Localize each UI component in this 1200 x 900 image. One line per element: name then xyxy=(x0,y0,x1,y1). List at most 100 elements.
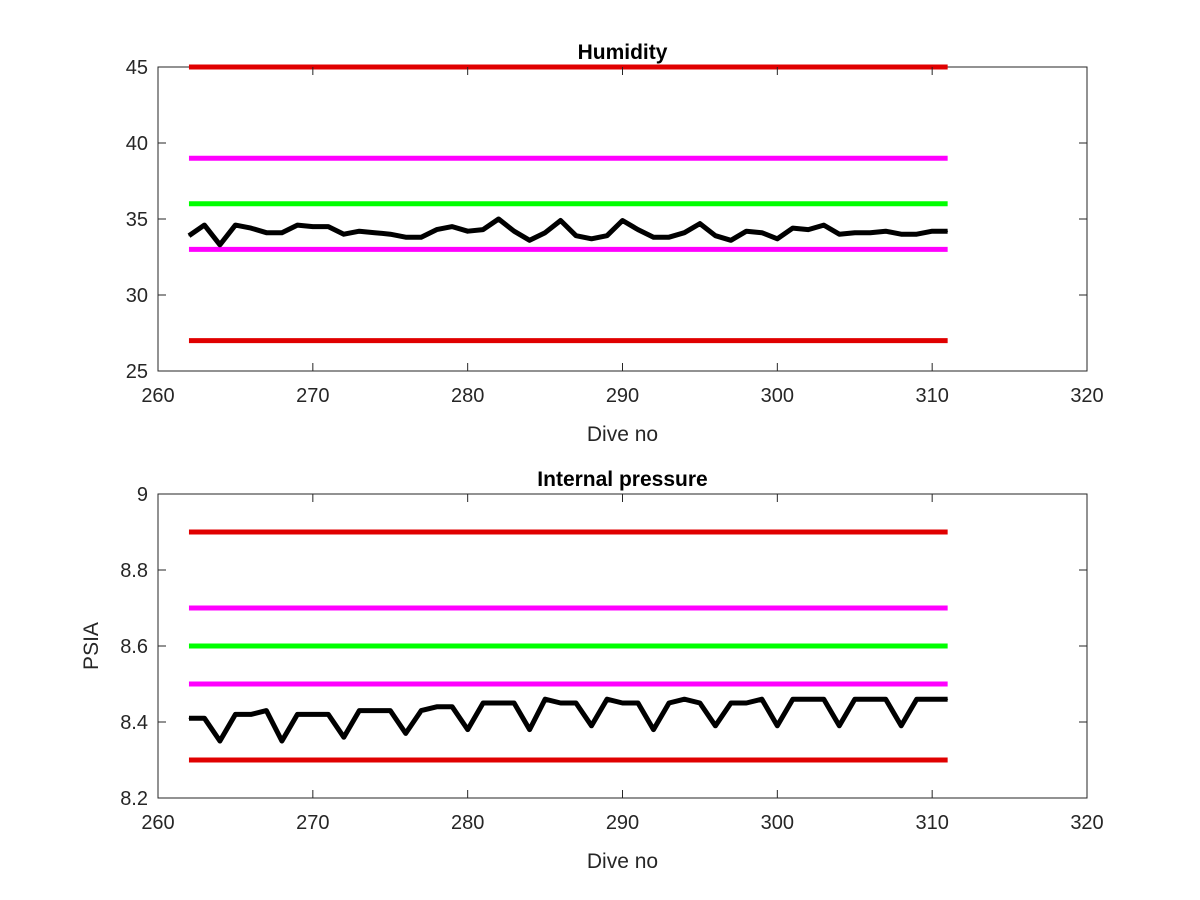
internal-pressure-data-point xyxy=(947,698,949,700)
humidity-data-point xyxy=(482,229,484,231)
humidity-data-point xyxy=(668,236,670,238)
internal-pressure-data-point xyxy=(714,725,716,727)
humidity-data-point xyxy=(761,232,763,234)
humidity-data-point xyxy=(606,235,608,237)
humidity-data-point xyxy=(281,232,283,234)
humidity-x-tick-label: 270 xyxy=(296,385,329,407)
humidity-data-point xyxy=(838,233,840,235)
internal-pressure-data-point xyxy=(823,698,825,700)
humidity-data-point xyxy=(807,229,809,231)
humidity-data-point xyxy=(947,230,949,232)
humidity-x-tick-label: 280 xyxy=(451,385,484,407)
internal-pressure-plot: 260 270 280 290 300 310 320 8.2 8.4 8.6 8.8 9 Inte… xyxy=(80,468,1104,873)
internal-pressure-data-point xyxy=(343,736,345,738)
internal-pressure-data-point xyxy=(219,740,221,742)
humidity-data-point xyxy=(714,235,716,237)
internal-pressure-x-tick-label: 300 xyxy=(761,812,794,834)
internal-pressure-data-point xyxy=(761,698,763,700)
humidity-data-point xyxy=(250,227,252,229)
humidity-plot: 260 270 280 290 300 310 320 25 30 35 40 45 Humidit… xyxy=(126,41,1104,446)
internal-pressure-y-tick-label: 8.6 xyxy=(120,636,148,658)
internal-pressure-data-point xyxy=(653,729,654,731)
internal-pressure-data-point xyxy=(869,698,871,700)
internal-pressure-data-point xyxy=(668,702,670,704)
internal-pressure-data-point xyxy=(498,702,500,704)
internal-pressure-y-axis-label: PSIA xyxy=(80,622,103,670)
humidity-data-point xyxy=(683,232,685,234)
humidity-data-point xyxy=(885,230,887,232)
internal-pressure-y-tick-label: 8.2 xyxy=(120,788,148,810)
internal-pressure-data-point xyxy=(389,710,391,712)
humidity-x-tick-label: 300 xyxy=(761,385,794,407)
internal-pressure-series xyxy=(188,696,949,744)
internal-pressure-data-point xyxy=(560,702,562,704)
humidity-data-point xyxy=(312,226,314,228)
internal-pressure-data-point xyxy=(265,710,267,712)
humidity-reference-lines xyxy=(188,64,948,344)
internal-pressure-data-point xyxy=(327,713,329,715)
humidity-x-tick-label: 260 xyxy=(141,385,174,407)
humidity-data-point xyxy=(374,232,376,234)
humidity-data-point xyxy=(203,224,205,226)
internal-pressure-y-ticks: 8.2 8.4 8.6 8.8 9 xyxy=(120,484,1087,810)
humidity-data-point xyxy=(745,230,747,232)
humidity-y-tick-label: 45 xyxy=(126,57,148,79)
internal-pressure-title: Internal pressure xyxy=(537,468,707,491)
humidity-series xyxy=(187,216,949,248)
internal-pressure-data-point xyxy=(420,710,422,712)
humidity-data-point xyxy=(265,232,267,234)
humidity-x-tick-label: 310 xyxy=(915,385,948,407)
internal-pressure-reference-lines xyxy=(188,529,948,763)
humidity-data-point xyxy=(854,232,856,234)
humidity-data-point xyxy=(622,220,623,221)
humidity-data-point xyxy=(730,239,732,241)
humidity-data-point xyxy=(544,232,546,234)
internal-pressure-data-point xyxy=(575,702,577,704)
humidity-data-point xyxy=(575,235,577,237)
humidity-x-tick-label: 320 xyxy=(1070,385,1103,407)
internal-pressure-data-point xyxy=(792,698,794,700)
internal-pressure-data-point xyxy=(529,729,531,731)
internal-pressure-data-point xyxy=(405,732,407,734)
humidity-data-point xyxy=(792,227,794,229)
humidity-data-point xyxy=(358,230,360,232)
humidity-data-point xyxy=(699,223,701,225)
humidity-data-point xyxy=(560,220,562,221)
internal-pressure-x-tick-label: 270 xyxy=(296,812,329,834)
humidity-data-point xyxy=(405,236,407,238)
humidity-data-point xyxy=(188,235,190,237)
internal-pressure-x-tick-label: 320 xyxy=(1070,812,1103,834)
internal-pressure-data-point xyxy=(838,725,840,727)
internal-pressure-data-point xyxy=(451,706,453,708)
humidity-y-tick-label: 30 xyxy=(126,285,148,307)
internal-pressure-data-point xyxy=(281,740,283,742)
humidity-data-point xyxy=(916,233,918,235)
internal-pressure-data-point xyxy=(513,702,515,704)
internal-pressure-data-point xyxy=(234,713,236,715)
humidity-data-point xyxy=(869,232,871,234)
humidity-data-point xyxy=(498,218,500,220)
internal-pressure-data-point xyxy=(683,698,685,700)
internal-pressure-data-point xyxy=(374,710,376,712)
internal-pressure-data-point xyxy=(591,725,592,727)
internal-pressure-data-point xyxy=(296,713,298,715)
humidity-data-point xyxy=(234,224,236,226)
internal-pressure-data-point xyxy=(854,698,856,700)
internal-pressure-x-tick-label: 310 xyxy=(915,812,948,834)
internal-pressure-y-tick-label: 8.8 xyxy=(120,560,148,582)
humidity-data-point xyxy=(296,224,298,226)
humidity-data-point xyxy=(776,238,778,240)
internal-pressure-data-point xyxy=(312,713,314,715)
internal-pressure-x-axis-label: Dive no xyxy=(587,850,658,873)
humidity-data-point xyxy=(900,233,902,235)
humidity-data-point xyxy=(451,226,453,228)
internal-pressure-data-point xyxy=(637,702,639,704)
internal-pressure-data-point xyxy=(358,710,360,712)
internal-pressure-data-point xyxy=(544,698,546,700)
humidity-y-tick-label: 40 xyxy=(126,133,148,155)
humidity-data-point xyxy=(327,226,329,228)
internal-pressure-y-tick-label: 8.4 xyxy=(120,712,148,734)
internal-pressure-data-point xyxy=(188,717,190,719)
internal-pressure-data-point xyxy=(622,702,623,704)
